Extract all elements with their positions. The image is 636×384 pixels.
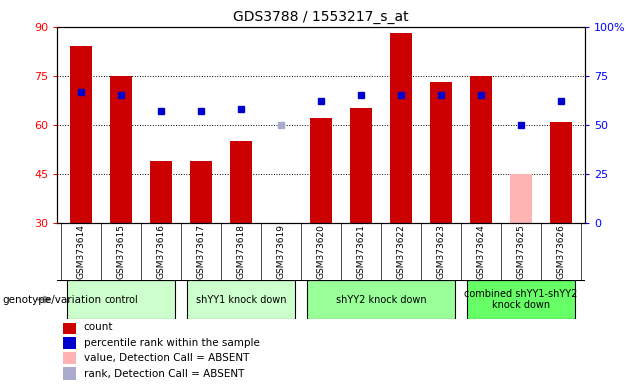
Text: GSM373615: GSM373615 — [117, 224, 126, 279]
Bar — [550, 122, 572, 223]
Text: control: control — [104, 295, 138, 305]
Text: GSM373619: GSM373619 — [277, 224, 286, 279]
Text: GSM373625: GSM373625 — [516, 224, 525, 279]
FancyBboxPatch shape — [467, 280, 576, 319]
Bar — [150, 161, 172, 223]
Title: GDS3788 / 1553217_s_at: GDS3788 / 1553217_s_at — [233, 10, 409, 25]
Text: GSM373618: GSM373618 — [237, 224, 245, 279]
Text: GSM373614: GSM373614 — [77, 224, 86, 279]
Text: genotype/variation: genotype/variation — [2, 295, 101, 305]
Bar — [510, 174, 532, 223]
Bar — [430, 83, 452, 223]
FancyBboxPatch shape — [187, 280, 295, 319]
Bar — [310, 118, 332, 223]
Text: GSM373621: GSM373621 — [357, 224, 366, 279]
Text: GSM373622: GSM373622 — [397, 224, 406, 279]
Text: GSM373617: GSM373617 — [197, 224, 205, 279]
Text: GSM373624: GSM373624 — [476, 224, 486, 279]
Bar — [70, 46, 92, 223]
Bar — [230, 141, 252, 223]
Text: GSM373620: GSM373620 — [317, 224, 326, 279]
Text: GSM373623: GSM373623 — [437, 224, 446, 279]
Bar — [190, 161, 212, 223]
Bar — [470, 76, 492, 223]
Bar — [62, 352, 76, 364]
Text: combined shYY1-shYY2
knock down: combined shYY1-shYY2 knock down — [464, 289, 578, 310]
Bar — [350, 109, 372, 223]
Text: percentile rank within the sample: percentile rank within the sample — [84, 338, 259, 348]
Bar — [390, 33, 412, 223]
FancyBboxPatch shape — [67, 280, 176, 319]
Text: GSM373626: GSM373626 — [556, 224, 565, 279]
Text: shYY1 knock down: shYY1 knock down — [196, 295, 286, 305]
Text: rank, Detection Call = ABSENT: rank, Detection Call = ABSENT — [84, 369, 244, 379]
Bar — [62, 337, 76, 349]
Text: count: count — [84, 323, 113, 333]
Bar — [110, 76, 132, 223]
FancyBboxPatch shape — [307, 280, 455, 319]
Bar — [62, 367, 76, 380]
Text: value, Detection Call = ABSENT: value, Detection Call = ABSENT — [84, 353, 249, 363]
Bar — [62, 321, 76, 334]
Text: GSM373616: GSM373616 — [156, 224, 166, 279]
Text: shYY2 knock down: shYY2 knock down — [336, 295, 427, 305]
